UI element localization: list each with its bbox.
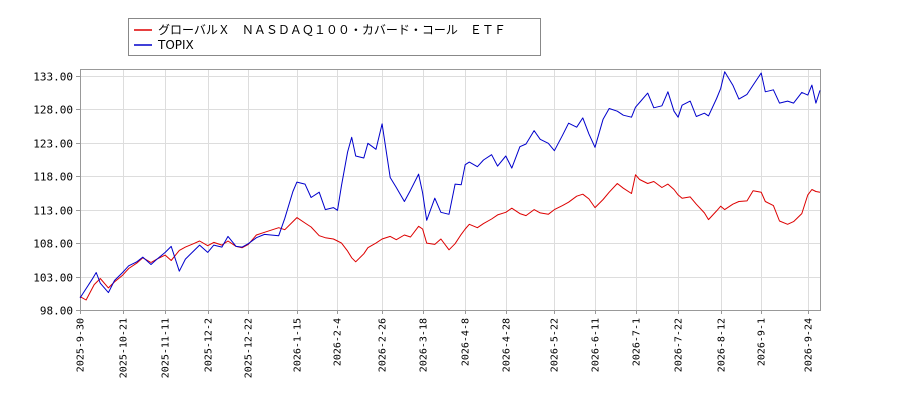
y-tick-label: 108.00: [33, 238, 73, 251]
y-tick-label: 98.00: [40, 305, 73, 318]
x-tick-label: 2025-11-11: [161, 318, 172, 378]
series-line-etf: [79, 174, 821, 301]
y-tick-label: 123.00: [33, 138, 73, 151]
x-tick-label: 2026-7-22: [674, 318, 685, 372]
x-tick-label: 2026-2-26: [378, 318, 389, 372]
x-axis-ticks: 2025-9-30 2025-10-21 2025-11-11 2025-12-2 20…: [76, 310, 815, 378]
x-tick-label: 2025-12-22: [244, 318, 255, 378]
x-tick-label: 2025-10-21: [119, 318, 130, 378]
legend-box: [128, 18, 541, 56]
y-tick-label: 133.00: [33, 71, 73, 84]
x-tick-label: 2026-6-11: [591, 318, 602, 372]
gridlines: [80, 69, 820, 310]
y-tick-label: 113.00: [33, 205, 73, 218]
y-axis-ticks: 98.00 103.00 108.00 113.00 118.00 123.00 128.0…: [33, 71, 80, 318]
y-tick-label: 103.00: [33, 272, 73, 285]
y-tick-label: 128.00: [33, 104, 73, 117]
x-tick-label: 2026-9-24: [804, 318, 815, 372]
x-tick-label: 2025-12-2: [204, 318, 215, 372]
x-tick-label: 2026-7-1: [632, 318, 643, 366]
legend: グローバルＸ ＮＡＳＤＡＱ１００・カバード・コール ＥＴＦ TOPIX: [128, 18, 541, 56]
x-tick-label: 2026-9-1: [757, 318, 768, 366]
legend-label-etf: グローバルＸ ＮＡＳＤＡＱ１００・カバード・コール ＥＴＦ: [158, 23, 506, 37]
x-tick-label: 2026-3-18: [419, 318, 430, 372]
series-lines: [79, 71, 821, 301]
x-tick-label: 2026-1-15: [293, 318, 304, 372]
series-line-topix: [79, 71, 821, 299]
x-tick-label: 2025-9-30: [76, 318, 87, 372]
y-tick-label: 118.00: [33, 171, 73, 184]
legend-label-topix: TOPIX: [157, 38, 194, 52]
x-tick-label: 2026-8-12: [717, 318, 728, 372]
x-tick-label: 2026-5-22: [550, 318, 561, 372]
x-tick-label: 2026-4-28: [502, 318, 513, 372]
x-tick-label: 2026-4-8: [461, 318, 472, 366]
x-tick-label: 2026-2-4: [333, 318, 344, 366]
plot-frame: [80, 69, 821, 311]
